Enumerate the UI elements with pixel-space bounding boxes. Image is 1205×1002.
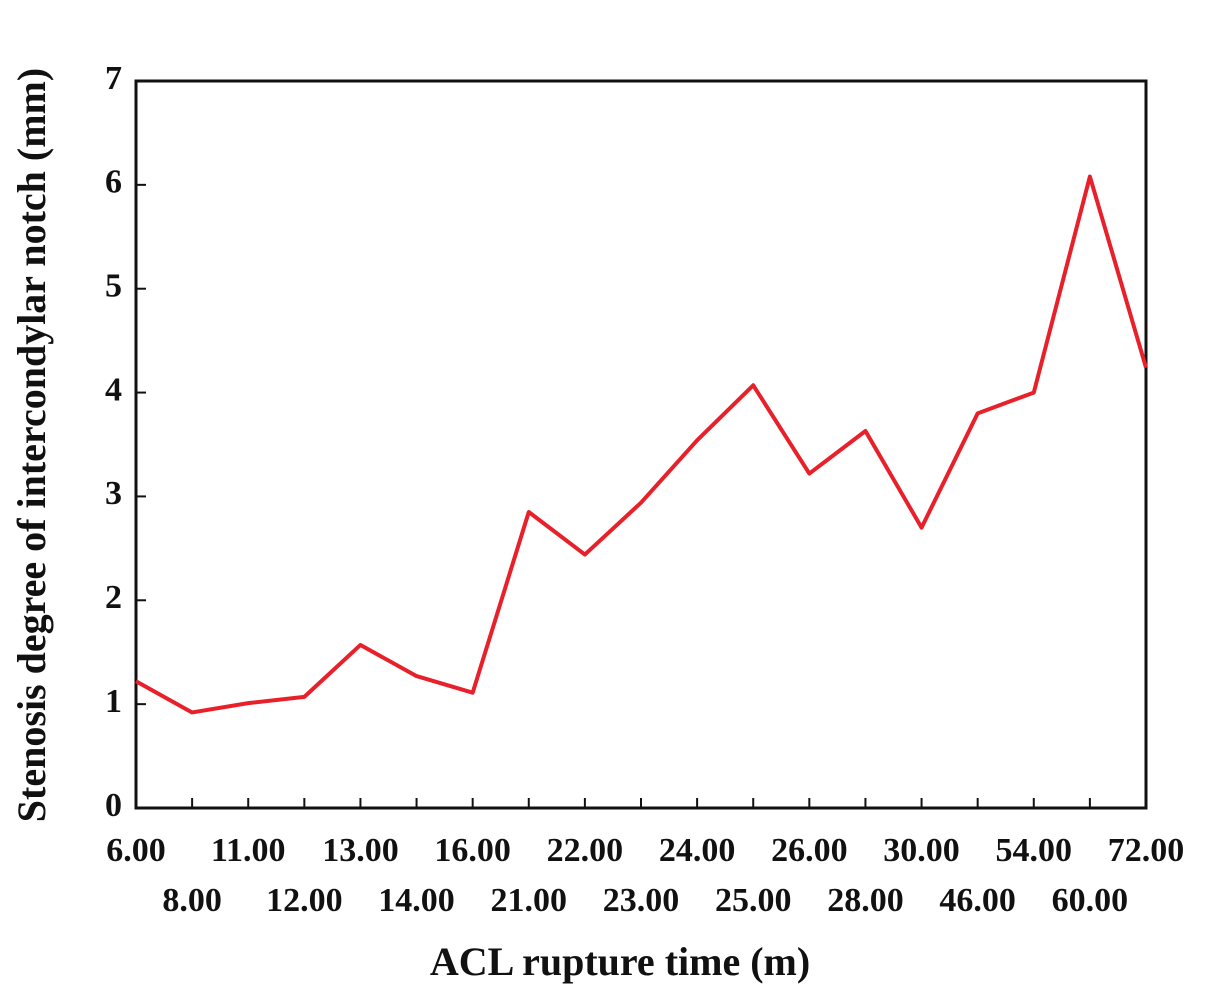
y-tick-label: 1 [105,683,122,720]
y-tick-label: 5 [105,268,122,305]
x-tick-label: 13.00 [322,832,399,869]
x-tick-label: 26.00 [771,832,848,869]
x-tick-label: 54.00 [996,832,1073,869]
x-tick-label: 21.00 [491,882,568,919]
x-tick-label: 28.00 [827,882,904,919]
y-tick-label: 7 [105,60,122,97]
y-axis-title: Stenosis degree of intercondylar notch (… [9,68,54,822]
x-tick-label: 16.00 [434,832,511,869]
x-tick-label: 30.00 [883,832,960,869]
y-tick-label: 0 [105,787,122,824]
y-tick-label: 4 [105,371,122,408]
x-tick-label: 23.00 [603,882,680,919]
x-tick-label: 46.00 [939,882,1016,919]
x-tick-label: 72.00 [1108,832,1185,869]
x-axis-title: ACL rupture time (m) [430,939,810,984]
y-tick-label: 3 [105,475,122,512]
x-tick-label: 11.00 [211,832,286,869]
x-tick-label: 24.00 [659,832,736,869]
y-tick-label: 6 [105,164,122,201]
x-tick-label: 25.00 [715,882,792,919]
y-tick-label: 2 [105,579,122,616]
data-line [135,174,1148,715]
x-tick-label: 8.00 [162,882,222,919]
x-tick-label: 12.00 [266,882,343,919]
x-tick-label: 22.00 [547,832,624,869]
x-tick-label: 60.00 [1052,882,1129,919]
x-tick-label: 14.00 [378,882,455,919]
x-tick-label: 6.00 [106,832,166,869]
